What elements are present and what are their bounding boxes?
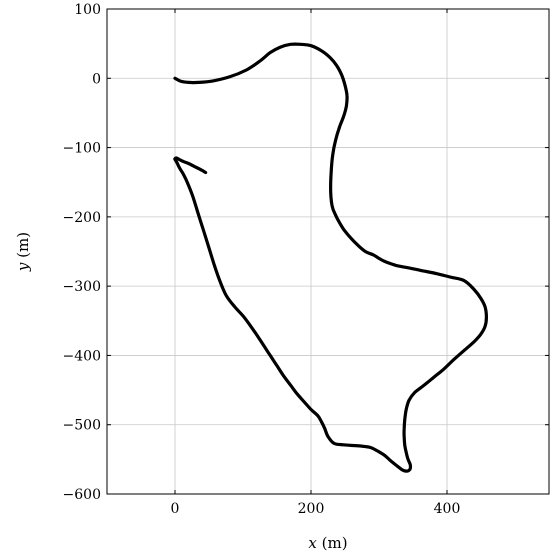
y-tick-label: −200 (63, 210, 101, 226)
x-axis-label-unit: (m) (317, 534, 348, 552)
x-tick-label: 400 (434, 501, 461, 517)
y-tick-label: −400 (63, 348, 101, 364)
x-tick-label: 0 (171, 501, 180, 517)
trajectory-line (173, 42, 488, 473)
y-tick-label: 0 (92, 71, 101, 87)
y-tick-label: 100 (74, 2, 101, 18)
y-axis-label: y (m) (14, 232, 32, 272)
series-layer (173, 42, 488, 473)
plot-frame (106, 8, 550, 495)
y-axis-label-var: y (14, 262, 32, 272)
x-axis-label: x (m) (308, 534, 347, 552)
y-tick-label: −500 (63, 418, 101, 434)
grid (107, 8, 549, 495)
y-tick-label: −600 (63, 487, 101, 503)
x-axis-label-var: x (308, 534, 317, 552)
x-tick-label: 200 (298, 501, 325, 517)
y-tick-label: −300 (63, 279, 101, 295)
y-tick-label: −100 (63, 141, 101, 157)
y-axis-ticks: 100 0 −100 −200 −300 −400 −500 −600 (63, 2, 549, 503)
x-axis-ticks: 0 200 400 (171, 9, 461, 517)
y-axis-label-unit: (m) (14, 232, 32, 263)
